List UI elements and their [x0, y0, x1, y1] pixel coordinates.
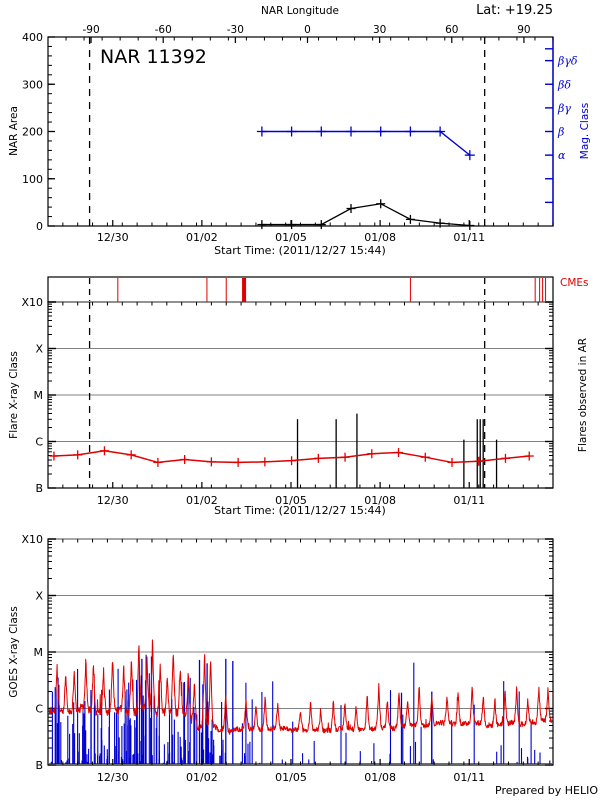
page-title: NAR 11392: [100, 46, 207, 68]
ar-flare-bars: [298, 414, 497, 488]
svg-text:01/02: 01/02: [186, 771, 218, 784]
svg-text:12/30: 12/30: [97, 231, 129, 244]
svg-text:X: X: [35, 590, 43, 603]
svg-text:300: 300: [22, 78, 43, 91]
svg-text:01/11: 01/11: [453, 771, 485, 784]
goes-class-axis-label: GOES X-ray Class: [8, 606, 20, 697]
flare-background-series: [49, 446, 533, 467]
svg-text:-60: -60: [155, 24, 172, 36]
nar-area-axis-label: NAR Area: [8, 106, 20, 156]
svg-text:200: 200: [22, 126, 43, 139]
mag-class-tick-group: αβ βγ βδ βγδ: [545, 49, 578, 203]
svg-text:12/30: 12/30: [97, 494, 129, 507]
svg-text:400: 400: [22, 31, 43, 44]
cme-strip-frame: [48, 277, 553, 302]
cmes-label: CMEs: [560, 277, 589, 289]
svg-text:01/08: 01/08: [364, 231, 396, 244]
svg-text:X10: X10: [21, 533, 43, 546]
svg-text:M: M: [34, 389, 44, 402]
svg-text:βγδ: βγδ: [557, 55, 578, 68]
cme-markers: [117, 278, 546, 302]
svg-text:0: 0: [36, 220, 43, 233]
svg-text:0: 0: [304, 24, 311, 36]
svg-text:B: B: [35, 759, 43, 772]
flares-in-ar-label: Flares observed in AR: [577, 338, 589, 452]
prepared-by-label: Prepared by HELIO: [495, 784, 598, 797]
svg-text:01/11: 01/11: [453, 494, 485, 507]
svg-text:-30: -30: [227, 24, 244, 36]
latitude-label: Lat: +19.25: [476, 3, 553, 18]
svg-text:βγ: βγ: [557, 102, 571, 115]
svg-text:01/05: 01/05: [275, 771, 307, 784]
svg-text:C: C: [35, 703, 43, 716]
svg-text:01/05: 01/05: [275, 231, 307, 244]
svg-text:12/30: 12/30: [97, 771, 129, 784]
svg-text:-90: -90: [82, 24, 99, 36]
mag-class-axis-label: Mag. Class: [579, 103, 591, 159]
svg-text:01/11: 01/11: [453, 231, 485, 244]
svg-text:01/02: 01/02: [186, 231, 218, 244]
svg-text:X: X: [35, 343, 43, 356]
top-date-tick-group: 12/30 01/02 01/05 01/08 01/11: [48, 220, 553, 244]
svg-text:β: β: [557, 126, 564, 139]
svg-text:60: 60: [445, 24, 458, 36]
mag-class-series: [257, 127, 475, 161]
svg-text:C: C: [35, 436, 43, 449]
svg-text:X10: X10: [21, 296, 43, 309]
svg-text:30: 30: [373, 24, 386, 36]
svg-text:90: 90: [517, 24, 530, 36]
nar-area-panel: NAR Longitude Lat: +19.25 -90 -60 -30 0 30 60…: [0, 0, 600, 258]
top-start-time-label: Start Time: (2011/12/27 15:44): [214, 244, 386, 257]
goes-xray-panel: B C M X X10 GOES X-ray Class 12/30 01/02 01/05…: [0, 516, 600, 800]
nar-area-tick-group: 0 100 200 300 400: [22, 31, 55, 233]
bottom-gridlines: [48, 539, 553, 709]
svg-text:01/02: 01/02: [186, 494, 218, 507]
svg-text:100: 100: [22, 173, 43, 186]
flare-class-axis-label: Flare X-ray Class: [8, 351, 20, 439]
middle-start-time-label: Start Time: (2011/12/27 15:44): [214, 504, 386, 516]
svg-text:B: B: [35, 482, 43, 495]
svg-text:α: α: [558, 149, 566, 162]
flare-xray-panel: B C M X X10 Flare X-ray Class Flares observe…: [0, 258, 600, 516]
goes-long-channel-series: [48, 640, 553, 735]
longitude-tick-group: -90 -60 -30 0 30 60 90: [48, 24, 553, 43]
longitude-axis-title: NAR Longitude: [261, 5, 339, 17]
svg-text:βδ: βδ: [557, 78, 571, 91]
svg-text:01/08: 01/08: [364, 771, 396, 784]
svg-text:M: M: [34, 646, 44, 659]
